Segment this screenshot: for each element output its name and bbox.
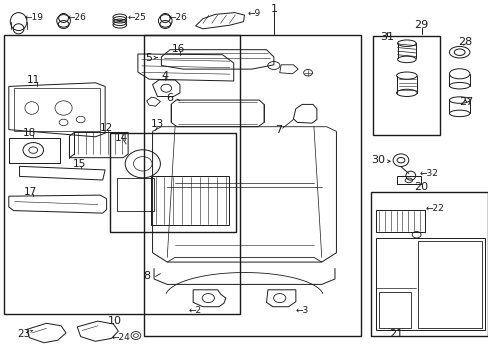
Text: 6: 6 xyxy=(166,93,173,103)
Text: 28: 28 xyxy=(457,37,471,48)
Text: ←32: ←32 xyxy=(419,169,438,178)
Text: 11: 11 xyxy=(26,75,40,85)
Text: ←9: ←9 xyxy=(247,9,261,18)
Text: 18: 18 xyxy=(22,128,36,138)
Bar xyxy=(14,88,100,131)
Text: 8: 8 xyxy=(143,271,150,282)
Text: 4: 4 xyxy=(162,71,168,81)
Text: 10: 10 xyxy=(108,316,122,326)
Bar xyxy=(117,178,154,211)
Bar xyxy=(396,176,420,184)
Text: ←26: ←26 xyxy=(169,13,187,22)
Bar xyxy=(370,192,487,336)
Text: 23: 23 xyxy=(17,329,30,339)
Text: ←22: ←22 xyxy=(425,204,444,212)
Text: 15: 15 xyxy=(72,159,86,169)
Text: 29: 29 xyxy=(413,20,428,30)
Text: ←2: ←2 xyxy=(189,306,202,315)
Text: 13: 13 xyxy=(150,119,164,129)
Text: ←3: ←3 xyxy=(295,306,308,315)
Text: 1: 1 xyxy=(270,4,277,14)
Text: 21: 21 xyxy=(388,329,402,339)
Text: 12: 12 xyxy=(100,123,113,133)
Bar xyxy=(150,176,228,225)
Bar xyxy=(144,35,360,336)
Text: 27: 27 xyxy=(458,96,472,107)
Text: 7: 7 xyxy=(275,125,282,135)
Text: 5: 5 xyxy=(145,53,152,63)
Text: ←19: ←19 xyxy=(25,13,43,22)
Bar xyxy=(9,138,60,163)
Text: 17: 17 xyxy=(23,186,37,197)
Text: ←26: ←26 xyxy=(68,13,86,22)
Text: 30: 30 xyxy=(370,155,385,165)
Text: ←24: ←24 xyxy=(112,333,130,342)
Bar xyxy=(375,238,484,330)
Bar xyxy=(417,241,481,328)
Text: 14: 14 xyxy=(114,132,128,143)
Bar xyxy=(372,36,439,135)
Text: ←25: ←25 xyxy=(127,13,146,22)
Text: 16: 16 xyxy=(171,44,185,54)
Text: 31: 31 xyxy=(380,32,394,42)
Bar xyxy=(110,133,235,232)
Bar xyxy=(378,292,410,328)
Bar xyxy=(4,35,239,314)
Text: 20: 20 xyxy=(414,182,427,192)
Bar xyxy=(375,210,425,232)
